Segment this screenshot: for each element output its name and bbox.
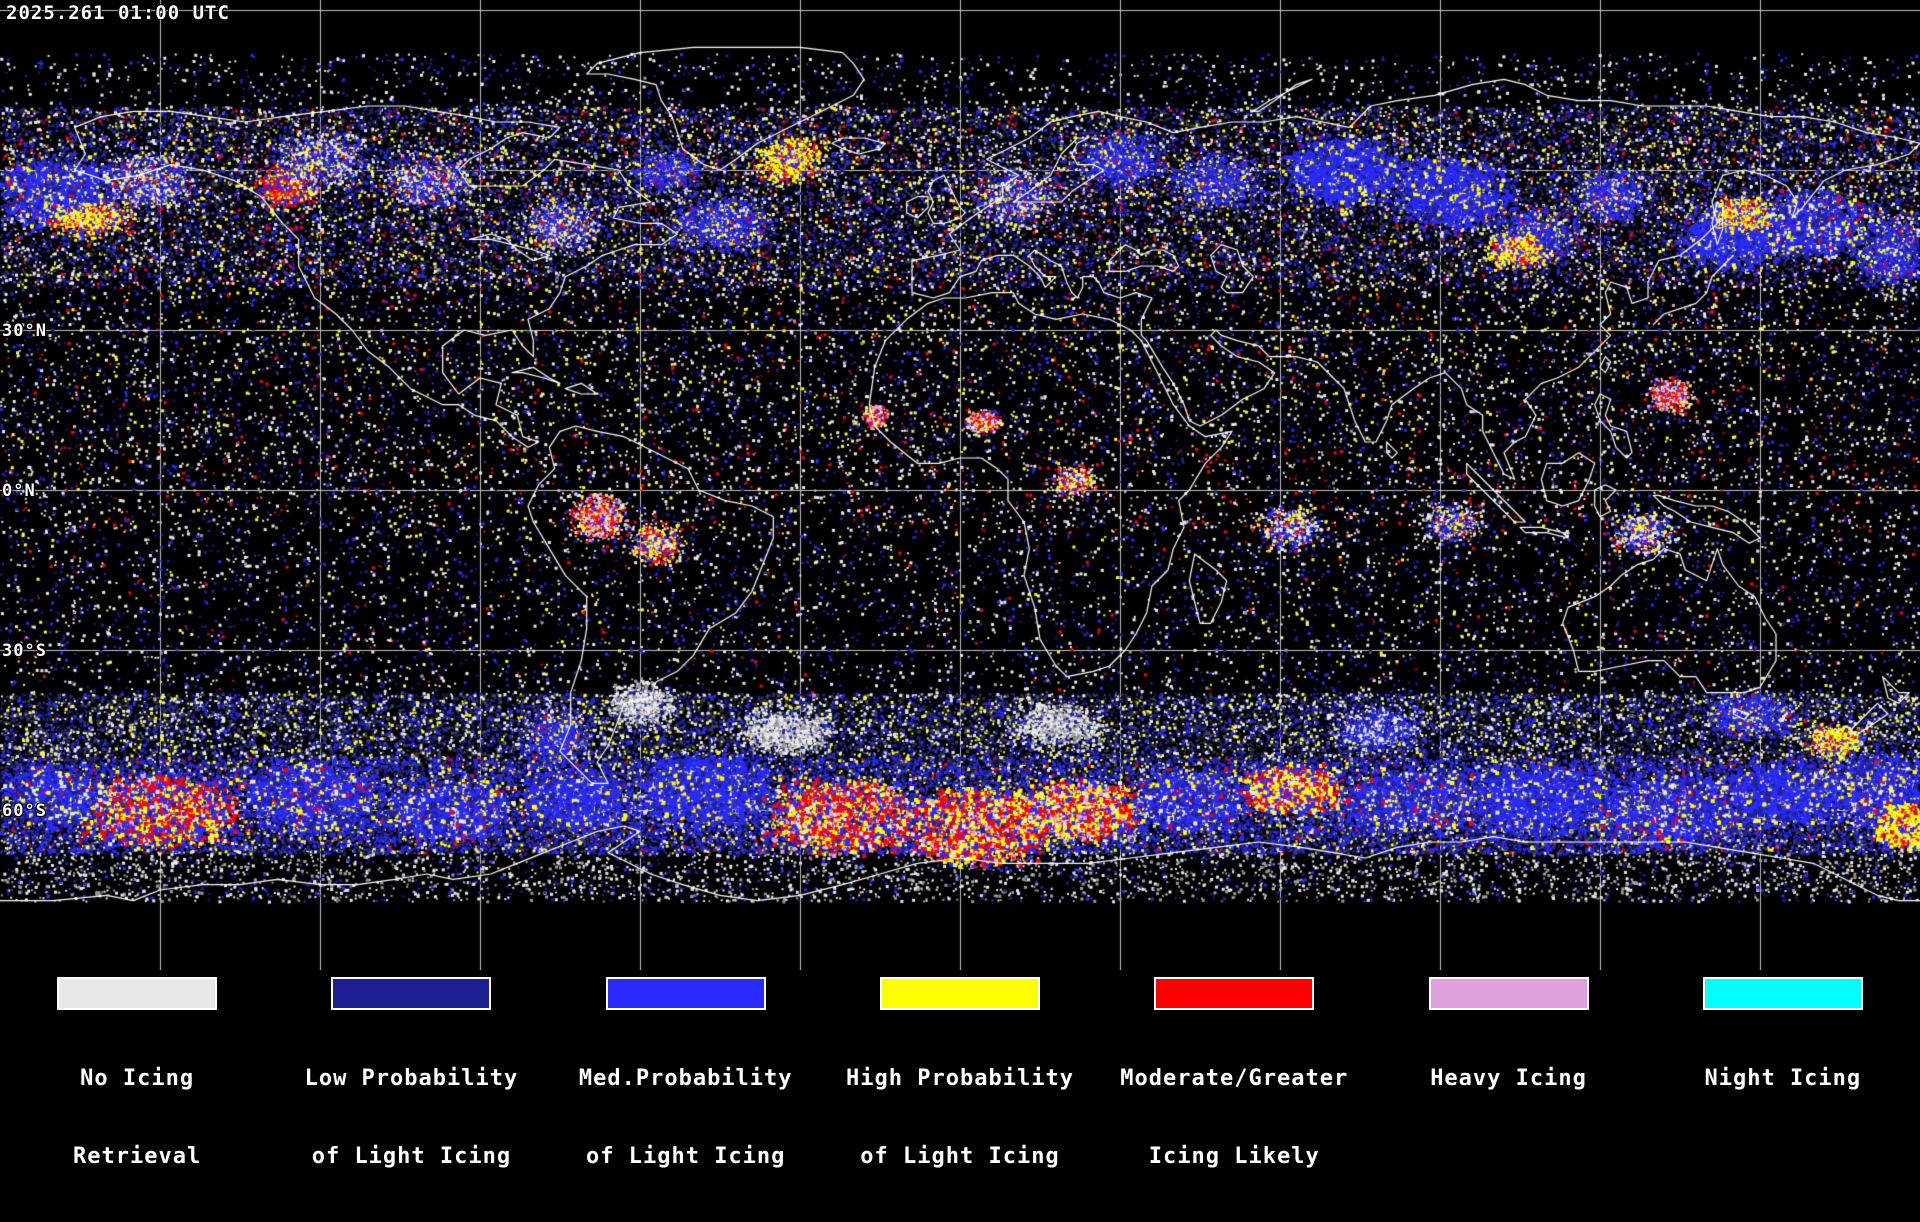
legend-label-night-icing: Night Icing bbox=[1704, 1014, 1861, 1222]
legend-item-night-icing: Night Icing bbox=[1646, 970, 1920, 1222]
legend-label-heavy-icing: Heavy Icing bbox=[1430, 1014, 1587, 1222]
legend-label-line1: No Icing bbox=[80, 1066, 195, 1091]
legend-label-med-probability: Med.Probability of Light Icing bbox=[579, 1014, 793, 1222]
legend-label-line2: Retrieval bbox=[73, 1144, 202, 1169]
legend-swatch-night-icing bbox=[1702, 977, 1863, 1010]
legend-swatch-low-probability bbox=[331, 977, 492, 1010]
legend-label-high-probability: High Probability of Light Icing bbox=[846, 1014, 1074, 1222]
legend-swatch-no-icing-retrieval bbox=[57, 977, 218, 1010]
legend-label-line2: of Light Icing bbox=[585, 1144, 786, 1169]
legend-label-line2 bbox=[1430, 1144, 1587, 1170]
legend-item-med-probability-light-icing: Med.Probability of Light Icing bbox=[549, 970, 823, 1222]
legend-item-low-probability-light-icing: Low Probability of Light Icing bbox=[274, 970, 548, 1222]
legend-item-no-icing-retrieval: No Icing Retrieval bbox=[0, 970, 274, 1222]
legend-item-high-probability-light-icing: High Probability of Light Icing bbox=[823, 970, 1097, 1222]
timestamp: 2025.261 01:00 UTC bbox=[6, 2, 230, 24]
legend-label-line1: Med.Probability bbox=[578, 1066, 793, 1091]
world-icing-map-canvas bbox=[0, 0, 1920, 970]
satellite-icing-product-screen: 2025.261 01:00 UTC 30°N 0°N 30°S 60°S No… bbox=[0, 0, 1920, 1169]
legend-label-line1: Night Icing bbox=[1704, 1066, 1862, 1091]
lat-label-30s: 30°S bbox=[2, 641, 47, 661]
lat-label-0n: 0°N bbox=[2, 481, 36, 501]
lat-label-60s: 60°S bbox=[2, 801, 47, 821]
legend-swatch-high-probability bbox=[879, 977, 1040, 1010]
legend-label-line2: of Light Icing bbox=[311, 1144, 512, 1169]
legend: No Icing Retrieval Low Probability of Li… bbox=[0, 970, 1920, 1169]
legend-label-low-probability: Low Probability of Light Icing bbox=[305, 1014, 519, 1222]
legend-item-moderate-greater-icing: Moderate/Greater Icing Likely bbox=[1097, 970, 1371, 1222]
legend-label-line2: Icing Likely bbox=[1148, 1144, 1320, 1169]
legend-label-line2: of Light Icing bbox=[860, 1144, 1060, 1169]
legend-label-line1: Low Probability bbox=[304, 1066, 519, 1091]
legend-label-no-icing-retrieval: No Icing Retrieval bbox=[73, 1014, 201, 1222]
legend-swatch-heavy-icing bbox=[1428, 977, 1589, 1010]
legend-label-line2 bbox=[1704, 1144, 1861, 1170]
legend-label-line1: Heavy Icing bbox=[1430, 1066, 1587, 1091]
legend-swatch-moderate-greater bbox=[1154, 977, 1315, 1010]
legend-item-heavy-icing: Heavy Icing bbox=[1371, 970, 1645, 1222]
legend-label-line1: Moderate/Greater bbox=[1120, 1066, 1349, 1091]
lat-label-30n: 30°N bbox=[2, 321, 47, 341]
legend-label-moderate-greater: Moderate/Greater Icing Likely bbox=[1120, 1014, 1348, 1222]
legend-label-line1: High Probability bbox=[846, 1066, 1074, 1091]
legend-swatch-med-probability bbox=[605, 977, 766, 1010]
map-area: 2025.261 01:00 UTC 30°N 0°N 30°S 60°S bbox=[0, 0, 1920, 970]
